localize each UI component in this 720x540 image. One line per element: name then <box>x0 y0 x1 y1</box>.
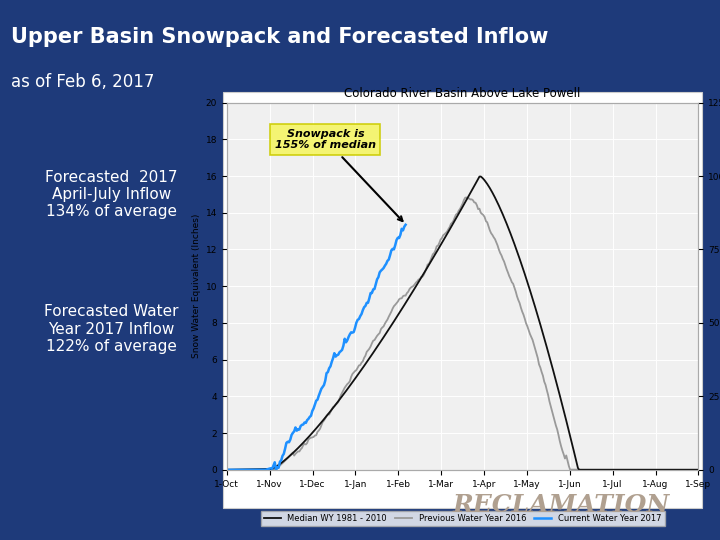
Current Water Year 2017 <box>323 369 332 375</box>
Median WY 1981 - 2010 <box>477 173 485 180</box>
Text: Upper Basin Snowpack and Forecasted Inflow: Upper Basin Snowpack and Forecasted Infl… <box>11 27 548 47</box>
Previous Water Year 2016 <box>462 194 471 201</box>
Line: Previous Water Year 2016: Previous Water Year 2016 <box>227 198 698 470</box>
Median WY 1981 - 2010 <box>352 374 361 380</box>
Previous Water Year 2016 <box>410 281 419 288</box>
Line: Median WY 1981 - 2010: Median WY 1981 - 2010 <box>227 177 698 470</box>
Text: Forecasted  2017
April-July Inflow
134% of average: Forecasted 2017 April-July Inflow 134% o… <box>45 170 178 219</box>
Median WY 1981 - 2010 <box>628 467 636 473</box>
Text: RECLAMATION: RECLAMATION <box>453 493 670 517</box>
Current Water Year 2017 <box>224 467 233 473</box>
Y-axis label: Snow Water Equivalent (Inches): Snow Water Equivalent (Inches) <box>192 214 202 359</box>
Title: Colorado River Basin Above Lake Powell: Colorado River Basin Above Lake Powell <box>344 87 581 100</box>
Text: as of Feb 6, 2017: as of Feb 6, 2017 <box>11 73 154 91</box>
Median WY 1981 - 2010 <box>323 413 331 419</box>
Legend: Median WY 1981 - 2010, Previous Water Year 2016, Current Water Year 2017: Median WY 1981 - 2010, Previous Water Ye… <box>261 511 665 526</box>
Current Water Year 2017 <box>397 226 406 232</box>
Previous Water Year 2016 <box>413 278 422 285</box>
Current Water Year 2017 <box>316 389 325 395</box>
Previous Water Year 2016 <box>352 367 361 373</box>
Median WY 1981 - 2010 <box>410 285 419 292</box>
Previous Water Year 2016 <box>323 413 331 419</box>
Median WY 1981 - 2010 <box>673 467 682 473</box>
Median WY 1981 - 2010 <box>222 467 231 473</box>
Previous Water Year 2016 <box>222 467 231 473</box>
Current Water Year 2017 <box>222 467 231 473</box>
Previous Water Year 2016 <box>673 467 682 473</box>
Median WY 1981 - 2010 <box>694 467 703 473</box>
Median WY 1981 - 2010 <box>413 281 422 287</box>
Current Water Year 2017 <box>336 348 345 354</box>
Current Water Year 2017 <box>225 467 234 473</box>
Line: Current Water Year 2017: Current Water Year 2017 <box>227 225 405 470</box>
Text: Snowpack is
155% of median: Snowpack is 155% of median <box>275 129 402 221</box>
Previous Water Year 2016 <box>694 467 703 473</box>
Text: Forecasted Water
Year 2017 Inflow
122% of average: Forecasted Water Year 2017 Inflow 122% o… <box>45 305 179 354</box>
Current Water Year 2017 <box>401 221 410 228</box>
Previous Water Year 2016 <box>628 467 636 473</box>
